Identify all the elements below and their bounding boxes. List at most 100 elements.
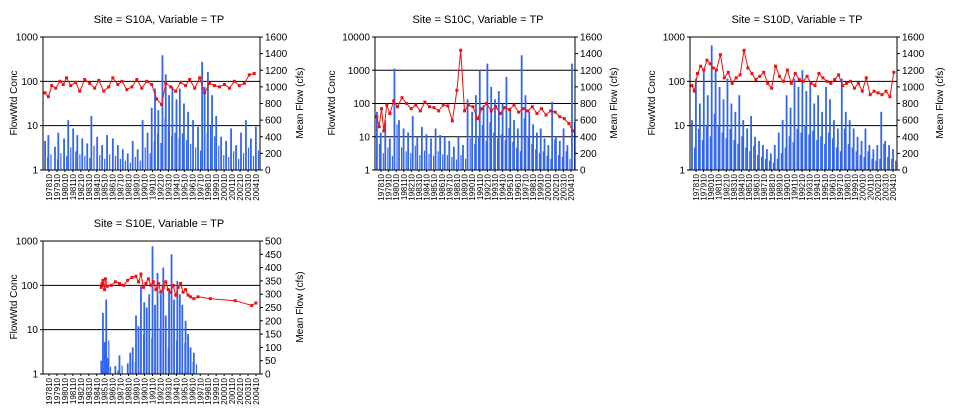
- x-tick-label: 198810: [125, 173, 134, 200]
- concentration-point: [379, 107, 383, 111]
- flow-bar: [96, 136, 99, 170]
- x-tick-label: 198210: [77, 377, 86, 404]
- flow-bar: [398, 120, 400, 170]
- flow-bar: [528, 111, 531, 170]
- concentration-point: [427, 105, 431, 109]
- concentration-point: [169, 85, 173, 89]
- flow-bar: [420, 126, 423, 170]
- concentration-point: [400, 96, 404, 100]
- flow-bar: [401, 147, 403, 170]
- flow-bar: [698, 103, 701, 170]
- y-tick-label-right: 0: [265, 166, 271, 177]
- concentration-point: [192, 297, 196, 301]
- y-tick-label-right: 600: [265, 116, 282, 127]
- x-tick-label: 197810: [377, 173, 386, 200]
- concentration-point: [544, 113, 548, 117]
- x-tick-label: 199410: [813, 173, 822, 200]
- y-tick-label-left: 1000: [663, 33, 686, 44]
- flow-bar: [70, 147, 72, 170]
- concentration-point: [208, 81, 212, 85]
- flow-bar: [416, 136, 419, 170]
- concentration-point: [692, 89, 696, 93]
- flow-bar: [75, 151, 77, 170]
- flow-bar: [135, 315, 137, 374]
- flow-bar: [137, 326, 140, 374]
- concentration-line: [376, 50, 574, 132]
- flow-bar: [76, 135, 79, 170]
- concentration-point: [164, 81, 168, 85]
- x-tick-label: 198110: [69, 173, 78, 200]
- x-tick-label: 197910: [53, 377, 62, 404]
- concentration-point: [475, 117, 479, 121]
- flow-bar: [538, 153, 541, 170]
- concentration-point: [868, 93, 872, 97]
- x-tick-label: 199110: [476, 173, 485, 200]
- concentration-point: [845, 81, 849, 85]
- y-tick-label-right: 600: [902, 116, 919, 127]
- concentration-point: [446, 104, 450, 108]
- x-tick-label: 200310: [244, 173, 253, 200]
- chart-title: Site = S10E, Variable = TP: [94, 218, 224, 230]
- flow-bar: [565, 151, 567, 170]
- flow-bar: [793, 78, 796, 170]
- flow-bar: [733, 140, 735, 170]
- flow-bar: [762, 145, 764, 170]
- x-tick-label: 198010: [61, 173, 70, 200]
- x-tick-label: 198310: [415, 173, 424, 200]
- concentration-point: [120, 79, 124, 83]
- concentration-point: [164, 280, 168, 284]
- x-tick-label: 199610: [188, 377, 197, 404]
- x-tick-label: 198210: [722, 173, 731, 200]
- flow-bar: [741, 136, 743, 170]
- concentration-point: [714, 68, 718, 72]
- concentration-point: [208, 297, 212, 301]
- flow-bar: [500, 134, 503, 170]
- concentration-point: [455, 88, 459, 92]
- x-tick-label: 200010: [859, 173, 868, 200]
- flow-bar: [709, 136, 711, 170]
- x-tick-label: 199510: [506, 173, 515, 200]
- x-tick-label: 199010: [783, 173, 792, 200]
- flow-bar: [414, 145, 416, 170]
- concentration-point: [222, 82, 226, 86]
- flow-bar: [705, 125, 707, 170]
- flow-bar: [197, 126, 199, 170]
- flow-bar: [252, 155, 255, 170]
- x-tick-label: 197810: [45, 377, 54, 404]
- concentration-point: [388, 112, 392, 116]
- x-tick-label: 200210: [552, 173, 561, 200]
- flow-bar: [825, 86, 827, 170]
- x-tick-label: 200310: [244, 377, 253, 404]
- flow-bar: [402, 128, 405, 170]
- concentration-point: [184, 84, 188, 88]
- y-axis-label-right: Mean Flow (cfs): [295, 67, 306, 138]
- flow-bar: [192, 120, 194, 170]
- flow-bar: [773, 145, 776, 170]
- y-tick-label-right: 500: [265, 237, 282, 248]
- flow-bar: [437, 151, 439, 170]
- concentration-point: [100, 281, 104, 285]
- concentration-point: [567, 122, 571, 126]
- y-tick-label-right: 600: [580, 116, 597, 127]
- flow-bar: [189, 347, 192, 374]
- flow-bar: [512, 141, 514, 170]
- flow-bar: [557, 155, 560, 170]
- flow-bar: [840, 78, 843, 170]
- x-tick-label: 199510: [180, 377, 189, 404]
- y-tick-label-right: 400: [580, 132, 597, 143]
- flow-bar: [796, 128, 798, 170]
- flow-bar: [848, 120, 851, 170]
- flow-bar: [478, 70, 481, 170]
- concentration-point: [237, 84, 241, 88]
- concentration-point: [558, 115, 562, 119]
- flow-bar: [126, 363, 129, 374]
- flow-bar: [47, 135, 50, 170]
- x-tick-label: 199010: [141, 173, 150, 200]
- concentration-point: [50, 84, 54, 88]
- concentration-point: [382, 129, 386, 133]
- y-tick-label-right: 0: [902, 166, 908, 177]
- concentration-point: [801, 79, 805, 83]
- flow-bar: [184, 320, 187, 374]
- flow-bar: [187, 111, 189, 170]
- x-tick-label: 198010: [707, 173, 716, 200]
